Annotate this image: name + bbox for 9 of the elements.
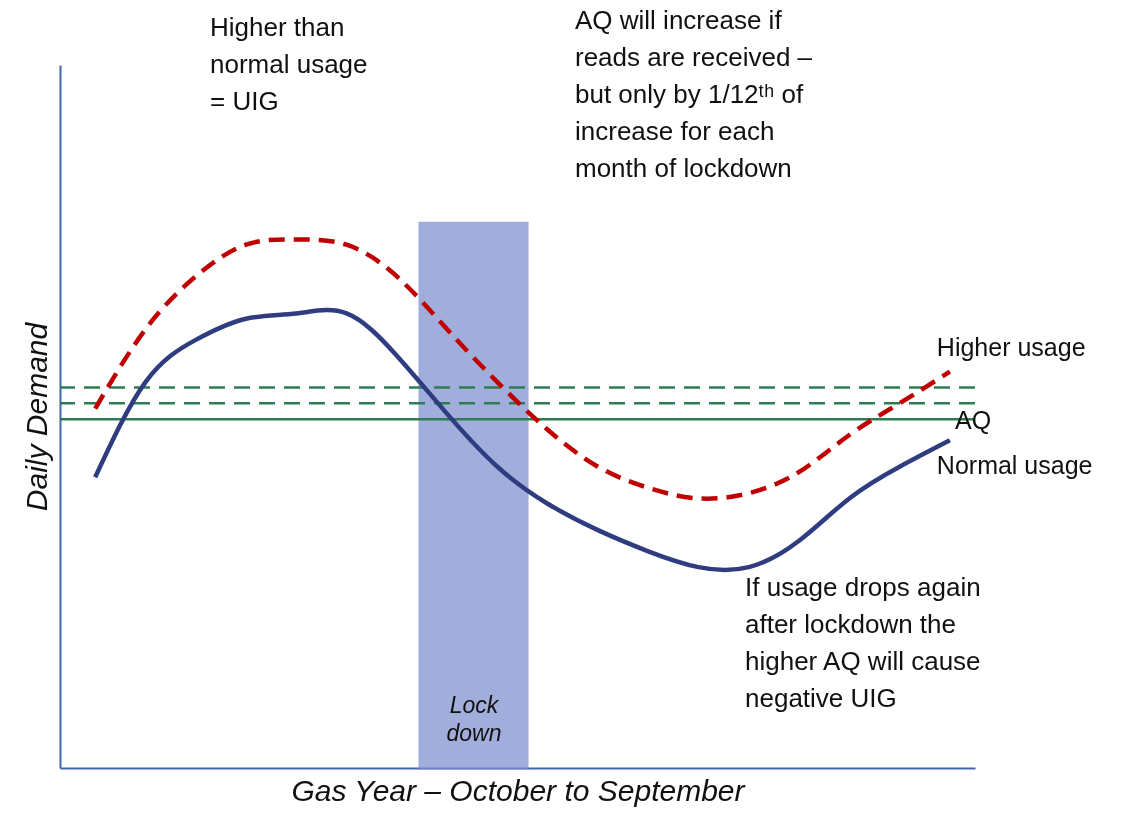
series-label: Higher usage (936, 332, 1086, 361)
annotation: If usage drops again after lockdown the higher AQ will cause negative UIG (745, 572, 981, 713)
x-axis-title: Gas Year – October to September (291, 773, 746, 807)
text: Higher than normal usage = UIG (210, 12, 368, 116)
annotation: Lock down (446, 692, 502, 746)
ref-line-label: AQ (955, 406, 992, 435)
series-label: Normal usage (936, 451, 1093, 480)
text: AQ will increase if reads are received – but only by 1/12ᵗʰ of increase for each month of lockdown (575, 5, 813, 183)
y-axis-title: Daily Demand (19, 321, 53, 512)
